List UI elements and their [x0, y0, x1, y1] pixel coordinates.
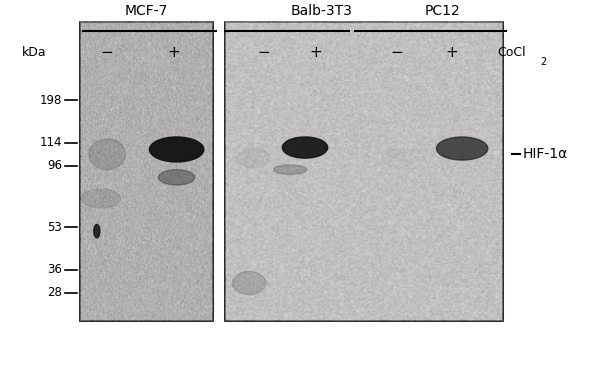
- FancyBboxPatch shape: [225, 22, 503, 321]
- Ellipse shape: [436, 137, 488, 160]
- Ellipse shape: [382, 149, 415, 168]
- Ellipse shape: [274, 165, 307, 174]
- Text: −: −: [258, 45, 271, 60]
- Ellipse shape: [282, 137, 328, 158]
- Ellipse shape: [94, 224, 100, 238]
- Ellipse shape: [237, 149, 270, 168]
- Text: −: −: [391, 45, 404, 60]
- Text: HIF-1α: HIF-1α: [522, 147, 568, 161]
- Text: PC12: PC12: [424, 4, 460, 18]
- Text: kDa: kDa: [22, 46, 47, 59]
- Text: 198: 198: [39, 94, 62, 107]
- FancyBboxPatch shape: [80, 22, 213, 321]
- Text: 28: 28: [47, 286, 62, 299]
- Text: CoCl: CoCl: [497, 46, 526, 59]
- Text: +: +: [445, 45, 458, 60]
- Text: 114: 114: [39, 136, 62, 149]
- Text: 36: 36: [47, 263, 62, 276]
- Text: MCF-7: MCF-7: [124, 4, 168, 18]
- Ellipse shape: [89, 139, 125, 170]
- Text: Balb-3T3: Balb-3T3: [291, 4, 353, 18]
- Ellipse shape: [158, 170, 195, 185]
- Text: +: +: [309, 45, 322, 60]
- Text: 53: 53: [47, 221, 62, 234]
- Ellipse shape: [81, 189, 121, 208]
- Ellipse shape: [232, 272, 266, 294]
- Ellipse shape: [149, 137, 204, 162]
- Text: +: +: [167, 45, 180, 60]
- Text: 96: 96: [47, 159, 62, 172]
- Text: −: −: [101, 45, 114, 60]
- Text: 2: 2: [540, 57, 547, 67]
